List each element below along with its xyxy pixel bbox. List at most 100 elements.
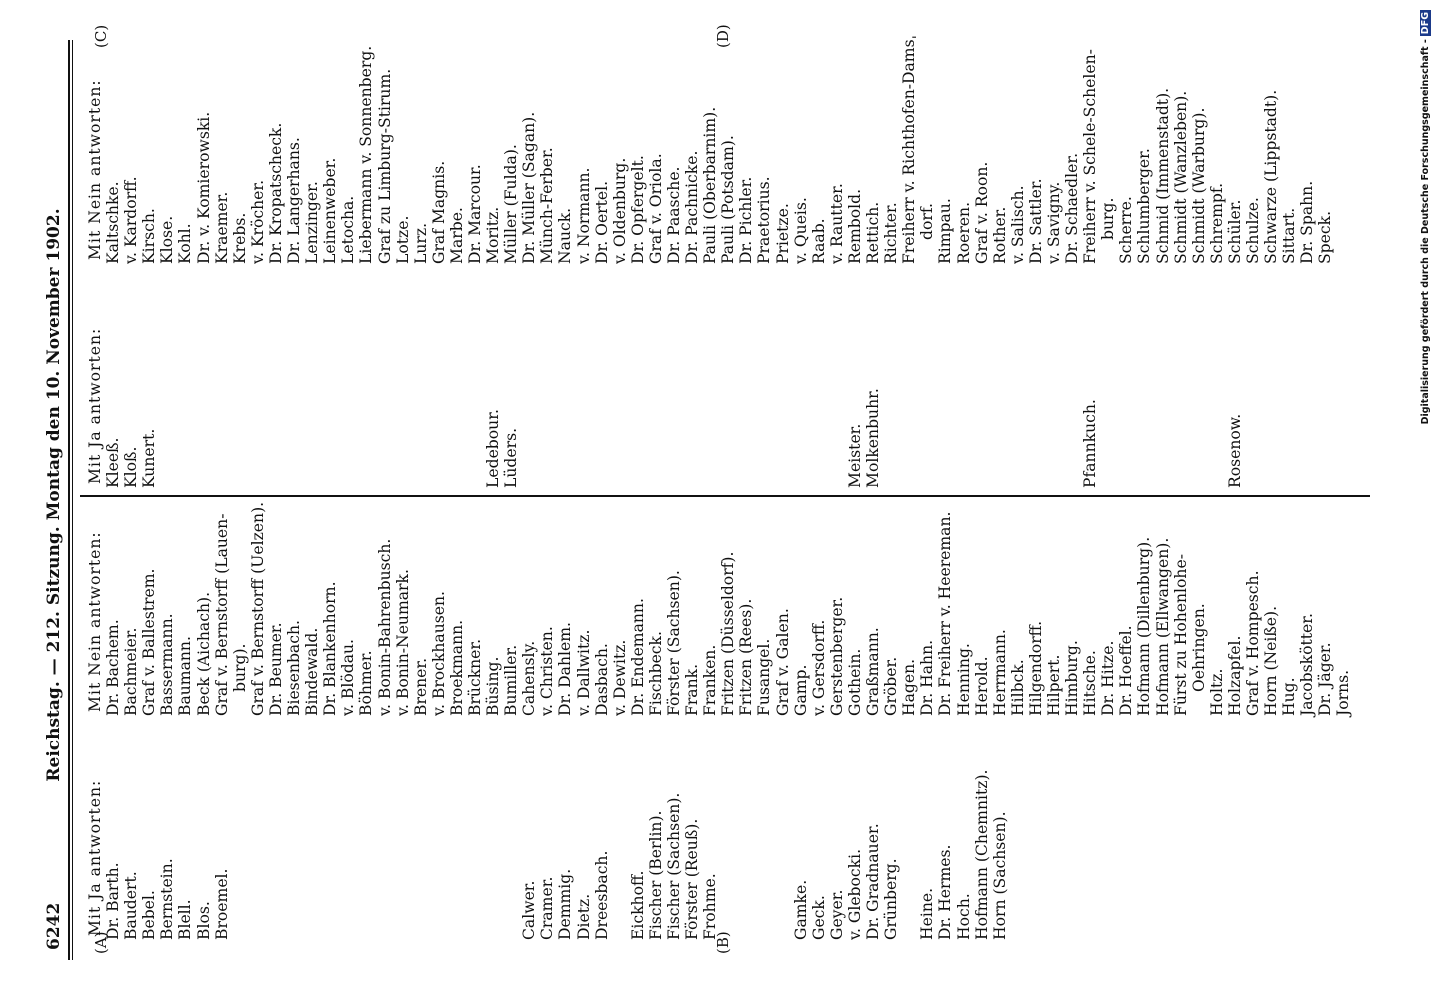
member-name: Blell. [176, 899, 195, 940]
member-name: Baudert. [122, 871, 141, 940]
member-name: Hoch. [954, 893, 973, 940]
blank-line [1389, 324, 1407, 488]
member-name: Dr. Jäger. [1316, 642, 1335, 716]
member-name: Molkenbuhr. [864, 388, 883, 488]
member-name: Hilpert. [1044, 654, 1063, 716]
member-name: Sittart. [1280, 207, 1299, 264]
member-name: Gröber. [882, 656, 901, 716]
member-name: Cahensly. [520, 640, 539, 716]
member-name: Schlumberger. [1135, 148, 1154, 264]
blank-line [611, 324, 629, 488]
blank-line [1027, 324, 1045, 488]
member-name: Schmid (Immenstadt). [1153, 87, 1172, 264]
member-name: Bachmeier. [122, 627, 141, 716]
member-name: Dr. Hoeffel. [1117, 625, 1136, 716]
member-name: Bebel. [140, 890, 159, 940]
member-name: v. Salisch. [1008, 185, 1027, 264]
member-name: Dr. v. Komierowski. [194, 111, 213, 264]
blank-line [430, 324, 448, 488]
member-name: Dasbach. [592, 643, 611, 716]
blank-line [828, 324, 846, 488]
blank-line [285, 769, 303, 940]
member-name: Büsing. [484, 656, 503, 716]
member-name: Oehringen. [1189, 603, 1208, 692]
member-name: Hilgendorff. [1026, 620, 1045, 716]
blank-line [285, 324, 303, 488]
member-name: Graf v. Bernstorff (Uelzen). [248, 501, 267, 716]
blank-line [755, 769, 773, 940]
member-name: Roeren. [954, 201, 973, 264]
member-name: Gerstenberger. [827, 596, 846, 716]
member-name: v. Brockhausen. [429, 591, 448, 716]
member-name: Bumiller. [502, 644, 521, 716]
member-name: Eickhoff. [628, 870, 647, 940]
blank-line [502, 769, 520, 940]
member-name: Scherre. [1117, 196, 1136, 264]
blank-line [1208, 324, 1226, 488]
member-name: Calwer. [520, 880, 539, 941]
column-ja-left: Mit Ja antworten: Dr. Barth. Baudert. Bebel… [86, 769, 1009, 940]
member-name: Schwarze (Lippstadt). [1262, 89, 1281, 264]
column-divider [80, 495, 1370, 497]
member-name: Broemel. [212, 868, 231, 941]
blank-line [303, 324, 321, 488]
member-name: Förster (Sachsen). [665, 570, 683, 716]
dfg-credit: Digitalisierung gefördert durch die Deut… [1420, 10, 1432, 992]
blank-line [448, 769, 466, 940]
member-name: Brückner. [465, 638, 484, 716]
member-name: Gamke. [791, 879, 810, 940]
blank-line [394, 324, 412, 488]
blank-line [303, 769, 321, 940]
member-name: Rembold. [845, 188, 864, 264]
member-name: Hofmann (Chemnitz). [972, 769, 991, 940]
blank-line [611, 769, 629, 940]
member-name: Gamp. [791, 664, 810, 716]
blank-line [755, 324, 773, 488]
member-name: v. Rautter. [827, 183, 846, 264]
member-name: v. Gersdorff. [809, 619, 828, 716]
blank-line [176, 324, 194, 488]
blank-line [1353, 324, 1371, 488]
member-name: Lurz. [411, 222, 430, 264]
blank-line [1298, 324, 1316, 488]
member-name: v. Dallwitz. [574, 629, 593, 716]
member-name: Frank. [683, 663, 702, 716]
member-name: Jorns. [1334, 669, 1353, 716]
blank-line [339, 769, 357, 940]
blank-line [936, 324, 954, 488]
member-name: v. Bonin-Neumark. [393, 569, 412, 716]
member-name: burg. [1099, 197, 1118, 240]
blank-line [900, 324, 918, 488]
member-name: Schulze. [1244, 197, 1262, 264]
member-name: Dr. Hitze. [1099, 640, 1118, 716]
blank-line [1063, 324, 1081, 488]
member-name: Graßmann. [864, 627, 883, 716]
member-name: Nauck. [556, 207, 575, 264]
member-name: Dr. Hahn. [918, 639, 937, 716]
blank-line [394, 769, 412, 940]
member-name: Müller (Fulda). [502, 144, 521, 264]
blank-line [1172, 324, 1190, 488]
blank-line [1334, 324, 1352, 488]
blank-line [792, 324, 810, 488]
blank-line [556, 324, 574, 488]
blank-line [683, 324, 701, 488]
member-name: Ledebour. [484, 409, 503, 488]
member-name: Schmidt (Wanzleben). [1171, 90, 1190, 264]
blank-line [430, 769, 448, 940]
member-name: Letocha. [339, 195, 358, 264]
blank-line [1009, 324, 1027, 488]
member-name: Franken. [701, 644, 720, 716]
column-nein-left: Mit Nein antworten: Dr. Bachem. Bachmeier.… [86, 502, 1353, 716]
member-name: Münch-Ferber. [538, 147, 557, 264]
member-name: Dr. Pichler. [737, 176, 756, 264]
member-name: Bindewald. [303, 627, 322, 716]
blank-line [1135, 324, 1153, 488]
member-name: Freiherr v. Richthofen-Damsˌ [900, 35, 919, 264]
member-name: Bernstein. [158, 858, 177, 940]
member-name: Dr. Marcour. [465, 164, 484, 264]
member-name: Beck (Aichach). [194, 591, 213, 716]
member-name: v. Blödau. [339, 639, 358, 716]
blank-line [231, 324, 249, 488]
member-name: Graf v. Galen. [773, 608, 792, 716]
